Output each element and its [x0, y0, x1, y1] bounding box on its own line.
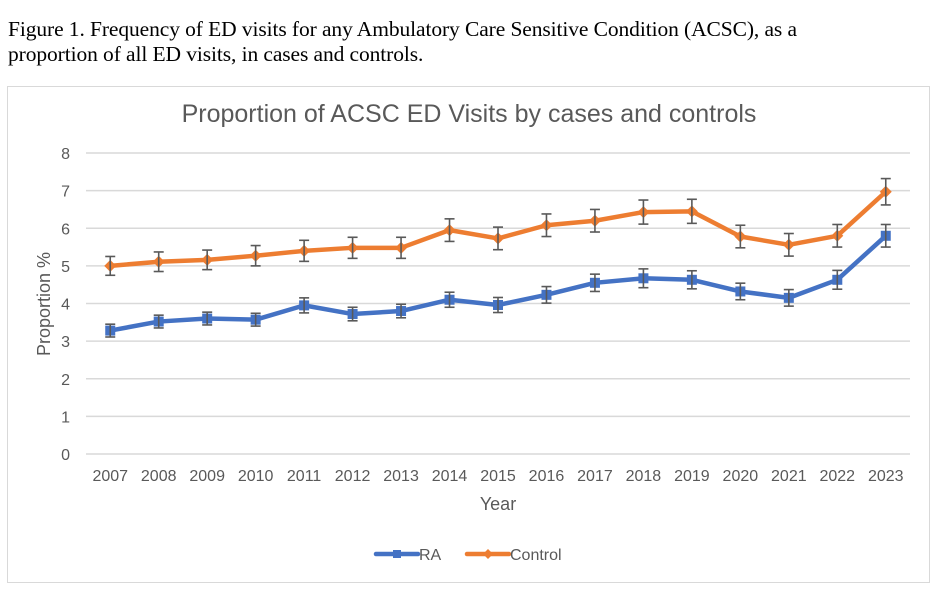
error-bar: [783, 288, 794, 307]
x-tick-label: 2011: [287, 468, 322, 485]
x-tick-label: 2009: [189, 468, 225, 485]
error-bar: [493, 296, 503, 314]
error-bar: [589, 273, 600, 293]
legend-marker: [483, 549, 493, 559]
error-bar: [541, 213, 552, 238]
error-bar: [153, 251, 164, 273]
x-tick-label: 2007: [92, 468, 128, 485]
x-tick-label: 2008: [141, 468, 177, 485]
x-tick-label: 2010: [238, 468, 274, 485]
x-tick-label: 2020: [723, 468, 759, 485]
error-bar: [880, 177, 891, 206]
y-tick-label: 3: [61, 334, 70, 351]
x-axis-label: Year: [480, 494, 516, 514]
legend-marker: [393, 550, 401, 558]
error-bar: [347, 236, 358, 260]
x-tick-labels: 2007 2008 2009 2010 2011 2012 2013 2014 2015 2016…: [92, 468, 903, 485]
x-tick-label: 2023: [868, 468, 904, 485]
error-bar: [686, 269, 697, 290]
caption-line-2: proportion of all ED visits, in cases an…: [8, 42, 424, 66]
error-bar: [832, 223, 843, 248]
error-bar: [347, 306, 358, 322]
error-bar: [783, 232, 794, 257]
legend-label: RA: [419, 547, 442, 564]
y-tick-labels: 0 1 2 3 4 5 6 7 8: [61, 146, 70, 464]
error-bar: [396, 303, 407, 319]
error-bar: [735, 282, 746, 301]
error-bar: [589, 208, 600, 233]
error-bar: [638, 199, 649, 225]
y-tick-label: 1: [61, 409, 70, 426]
y-tick-label: 6: [61, 221, 70, 238]
legend-item-ra: RA: [373, 547, 442, 564]
error-bar: [202, 311, 213, 326]
error-bar: [541, 285, 552, 304]
x-tick-label: 2018: [626, 468, 662, 485]
gridlines: [86, 152, 910, 455]
y-axis-label: Proportion %: [34, 252, 54, 356]
error-bar: [202, 249, 213, 271]
error-bar: [735, 224, 746, 249]
chart-title: Proportion of ACSC ED Visits by cases an…: [182, 100, 757, 128]
legend-label: Control: [510, 547, 562, 564]
chart-frame: [7, 86, 930, 583]
error-bar: [444, 218, 455, 243]
error-bar: [299, 239, 310, 263]
error-bar: [493, 226, 503, 251]
y-tick-label: 0: [61, 447, 70, 464]
figure-caption: Figure 1. Frequency of ED visits for any…: [8, 17, 938, 67]
error-bar: [396, 236, 407, 260]
x-tick-label: 2017: [577, 468, 613, 485]
x-tick-label: 2016: [529, 468, 565, 485]
x-tick-label: 2021: [771, 468, 807, 485]
y-tick-label: 2: [61, 372, 70, 389]
series-layer: [104, 177, 892, 338]
error-bar: [880, 223, 891, 248]
x-tick-label: 2012: [335, 468, 371, 485]
error-bar: [686, 198, 697, 225]
caption-line-1: Figure 1. Frequency of ED visits for any…: [8, 17, 797, 41]
error-bar: [444, 291, 455, 309]
x-tick-label: 2015: [480, 468, 516, 485]
y-tick-label: 8: [61, 146, 70, 163]
x-tick-label: 2013: [383, 468, 419, 485]
error-bar: [105, 323, 116, 338]
error-bar: [299, 297, 310, 314]
legend-item-control: Control: [464, 547, 562, 564]
legend: RA Control: [373, 547, 562, 564]
error-bar: [153, 314, 164, 329]
error-bar: [638, 268, 649, 289]
error-bar: [250, 312, 261, 327]
error-bar: [250, 244, 261, 267]
error-bar: [105, 255, 116, 277]
series-ra: [105, 223, 891, 338]
y-tick-label: 7: [61, 184, 70, 201]
error-bar: [832, 269, 843, 291]
x-tick-label: 2022: [819, 468, 855, 485]
series-control: [104, 177, 892, 277]
y-tick-label: 4: [61, 297, 70, 314]
x-tick-label: 2014: [432, 468, 468, 485]
y-tick-label: 5: [61, 259, 70, 276]
x-tick-label: 2019: [674, 468, 710, 485]
